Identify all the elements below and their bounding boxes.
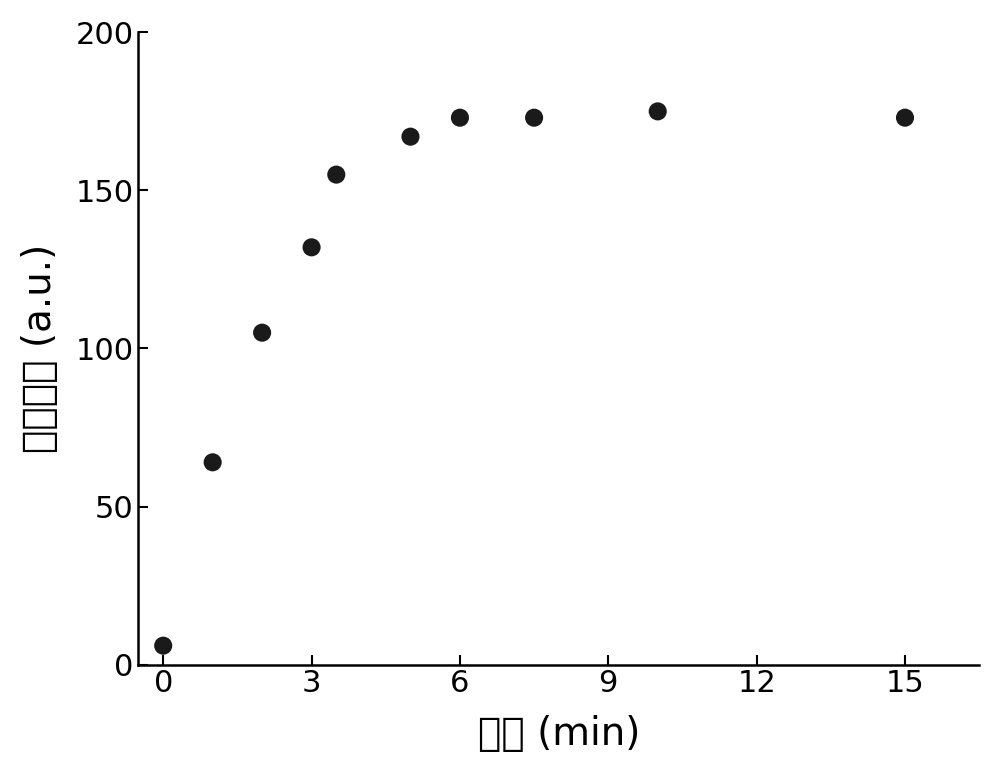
Point [402,131,418,143]
Point [526,111,542,124]
Point [254,327,270,339]
Y-axis label: 荧光强度 (a.u.): 荧光强度 (a.u.) [21,244,59,453]
Point [650,105,666,118]
X-axis label: 时间 (min): 时间 (min) [478,715,640,753]
Point [328,169,344,181]
Point [304,241,320,254]
Point [205,456,221,468]
Point [897,111,913,124]
Point [155,639,171,652]
Point [452,111,468,124]
